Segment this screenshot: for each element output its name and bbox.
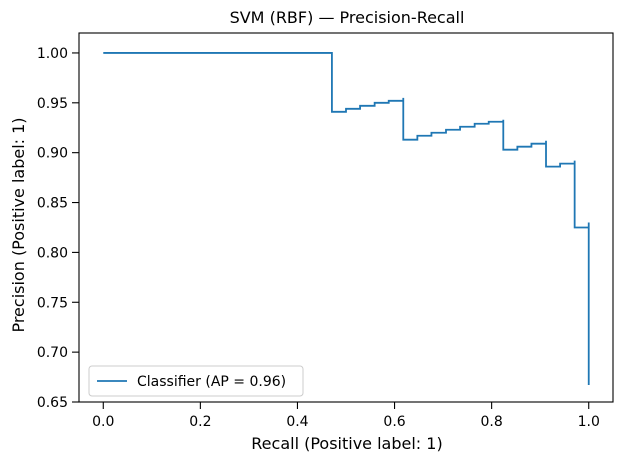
x-tick-label: 0.8 bbox=[481, 414, 503, 430]
y-tick-label: 0.70 bbox=[37, 345, 68, 361]
y-tick-label: 0.85 bbox=[37, 196, 68, 212]
x-tick-label: 0.4 bbox=[286, 414, 308, 430]
legend-label: Classifier (AP = 0.96) bbox=[137, 374, 286, 390]
plot-area: 0.0 0.2 0.4 0.6 0.8 1.0 0.65 0.70 0.75 0.80 0.85 0.… bbox=[37, 32, 614, 430]
y-tick-label: 0.65 bbox=[37, 395, 68, 411]
x-tick-label: 0.2 bbox=[189, 414, 211, 430]
y-tick-label: 0.80 bbox=[37, 245, 68, 261]
pr-curve-line bbox=[103, 52, 590, 386]
x-tick-label: 0.0 bbox=[92, 414, 114, 430]
x-tick-label: 0.6 bbox=[383, 414, 405, 430]
x-axis-label: Recall (Positive label: 1) bbox=[251, 434, 442, 453]
axes-frame bbox=[78, 32, 614, 403]
y-axis-label: Precision (Positive label: 1) bbox=[9, 117, 28, 332]
y-tick-label: 1.00 bbox=[37, 46, 68, 62]
chart-title: SVM (RBF) — Precision-Recall bbox=[230, 8, 465, 27]
legend-box bbox=[88, 365, 304, 397]
x-tick-label: 1.0 bbox=[578, 414, 600, 430]
y-tick-label: 0.75 bbox=[37, 295, 68, 311]
y-tick-label: 0.95 bbox=[37, 96, 68, 112]
y-tick-label: 0.90 bbox=[37, 146, 68, 162]
